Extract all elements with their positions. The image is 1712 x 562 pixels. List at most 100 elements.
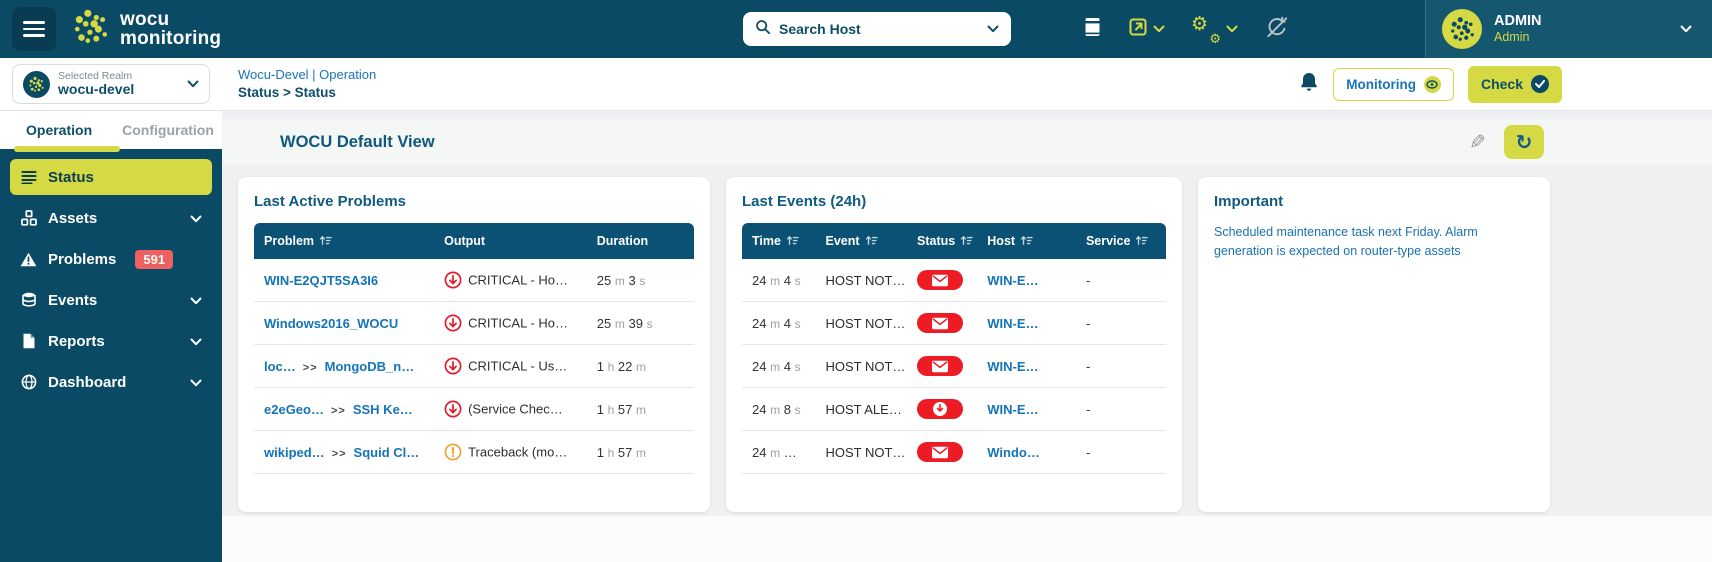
notification-envelope-badge[interactable] [917,356,964,376]
event-host-link[interactable]: Windo… [987,444,1040,460]
app-logo[interactable]: wocu monitoring [72,8,221,51]
menu-button[interactable] [12,7,56,51]
refresh-button[interactable]: ↻ [1504,125,1544,159]
column-header-host[interactable]: Host [979,223,1078,259]
output-text: CRITICAL - Ho… [468,272,569,288]
notification-envelope-badge[interactable] [917,270,964,290]
column-header-problem[interactable]: Problem [254,223,437,259]
search-host-input[interactable]: Search Host [743,12,1011,46]
chevron-down-icon [1153,20,1165,38]
sidebar-item-label: Dashboard [48,373,127,391]
sidebar-item-reports[interactable]: Reports [10,323,212,359]
event-host-link[interactable]: WIN-E… [987,358,1039,374]
event-time-cell: 24 m 4 s [742,301,818,345]
problem-service-link[interactable]: MongoDB_n… [324,358,415,374]
breadcrumb-realm[interactable]: Wocu-Devel | Operation [238,67,377,83]
critical-icon [444,357,462,375]
host-service-separator: >> [331,447,347,460]
chevron-down-icon[interactable] [987,20,999,38]
event-row: 24 m 8 s HOST ALE… WIN-E… - [742,387,1166,431]
user-menu[interactable]: ADMIN Admin [1426,0,1712,58]
output-text: CRITICAL - Us… [468,358,568,374]
output-text: Traceback (mo… [468,444,568,460]
sidebar-item-events[interactable]: Events [10,282,212,318]
database-icon [20,292,37,308]
alert-down-badge[interactable] [917,398,964,419]
sidebar-item-problems[interactable]: Problems 591 [10,241,212,277]
event-row: 24 m … HOST NOT… Windo… - [742,430,1166,474]
event-type-text: HOST ALE… [825,401,902,417]
event-type-text: HOST NOT… [825,358,906,374]
problems-table: Problem Output Duration WIN-E2QJT5SA3I6 CR… [254,223,694,474]
problem-host-link[interactable]: loc… [264,358,296,374]
search-placeholder: Search Host [779,21,861,37]
sidebar-item-dashboard[interactable]: Dashboard [10,364,212,400]
edit-pencil-icon[interactable]: ✎ [1469,130,1486,154]
chevron-down-icon [190,210,202,227]
notification-envelope-badge[interactable] [917,313,964,333]
problem-service-link[interactable]: SSH Ke… [352,401,413,417]
page-title: WOCU Default View [280,132,435,151]
dashboard-icon [20,374,37,390]
realm-value: wocu-devel [58,81,135,98]
realm-selector[interactable]: Selected Realm wocu-devel [12,64,210,104]
logo-text-line1: wocu [120,8,170,30]
notification-envelope-badge[interactable] [917,442,964,462]
sidebar-item-label: Assets [48,209,98,227]
chevron-down-icon [1680,20,1692,38]
problem-host-link[interactable]: e2eGeo… [264,401,324,417]
sidebar-item-assets[interactable]: Assets [10,200,212,236]
critical-icon [444,314,462,332]
column-header-service[interactable]: Service [1077,223,1166,259]
chevron-down-icon [190,292,202,309]
event-time-cell: 24 m 4 s [742,259,818,302]
problem-host-link[interactable]: wikiped… [264,444,325,460]
external-link-menu[interactable] [1128,17,1165,42]
host-service-separator: >> [302,361,318,374]
realm-row: Selected Realm wocu-devel [0,58,222,110]
duration-cell: 1 h 57 m [588,430,694,474]
duration-cell: 25 m 39 s [588,301,694,345]
bottom-strip [222,516,1712,562]
event-row: 24 m 4 s HOST NOT… WIN-E… - [742,259,1166,302]
problem-row: e2eGeo… >> SSH Ke… (Service Chec… 1 h 57 m [254,387,694,431]
column-header-status[interactable]: Status [909,223,980,259]
topbar-divider [1425,0,1426,58]
event-host-link[interactable]: WIN-E… [987,272,1039,288]
report-icon [20,333,37,349]
breadcrumb: Wocu-Devel | Operation Status > Status [238,66,376,102]
event-type-text: HOST NOT… [825,272,906,288]
tab-configuration[interactable]: Configuration [122,122,214,138]
eye-icon [1423,75,1441,93]
event-host-link[interactable]: WIN-E… [987,401,1039,417]
bell-icon[interactable] [1299,71,1319,98]
problem-service-link[interactable]: Squid Cl… [353,444,420,460]
event-type-text: HOST NOT… [825,444,906,460]
breadcrumb-path[interactable]: Status > Status [238,84,336,100]
last-events-panel: Last Events (24h) Time Event Status Host Ser… [726,177,1182,512]
crossed-arrow-icon[interactable] [1264,14,1290,45]
cubes-icon [20,210,37,226]
settings-menu[interactable]: ⚙ ⚙ [1191,13,1238,47]
column-header-event[interactable]: Event [817,223,910,259]
event-host-link[interactable]: WIN-E… [987,315,1039,331]
avatar [1442,9,1482,49]
critical-icon [444,400,462,418]
duration-cell: 25 m 3 s [588,259,694,302]
realm-label: Selected Realm [58,69,133,82]
sidebar-item-status[interactable]: Status [10,159,212,195]
tab-operation[interactable]: Operation [26,122,93,138]
output-text: CRITICAL - Ho… [468,315,569,331]
breadcrumb-row: Wocu-Devel | Operation Status > Status M… [222,58,1712,111]
active-tab-underline [14,146,120,152]
last-active-problems-panel: Last Active Problems Problem Output Durati… [238,177,710,512]
check-button[interactable]: Check [1467,65,1562,103]
problem-host-link[interactable]: WIN-E2QJT5SA3I6 [264,272,379,288]
problem-row: wikiped… >> Squid Cl… Traceback (mo… 1 h 5… [254,430,694,474]
docs-book-icon[interactable] [1083,16,1102,43]
monitoring-button[interactable]: Monitoring [1333,67,1454,101]
warning-icon [444,443,462,461]
column-header-time[interactable]: Time [742,223,818,259]
sidebar-item-label: Problems [48,250,117,268]
problem-host-link[interactable]: Windows2016_WOCU [264,315,399,331]
